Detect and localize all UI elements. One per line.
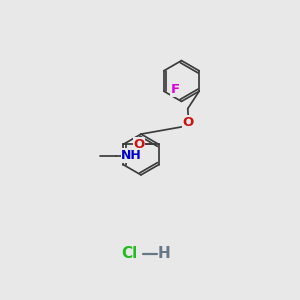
Text: Cl: Cl: [122, 246, 138, 261]
Text: NH: NH: [121, 149, 142, 162]
Text: F: F: [170, 83, 180, 96]
Text: O: O: [133, 138, 145, 151]
Text: O: O: [183, 116, 194, 129]
Text: H: H: [158, 246, 171, 261]
